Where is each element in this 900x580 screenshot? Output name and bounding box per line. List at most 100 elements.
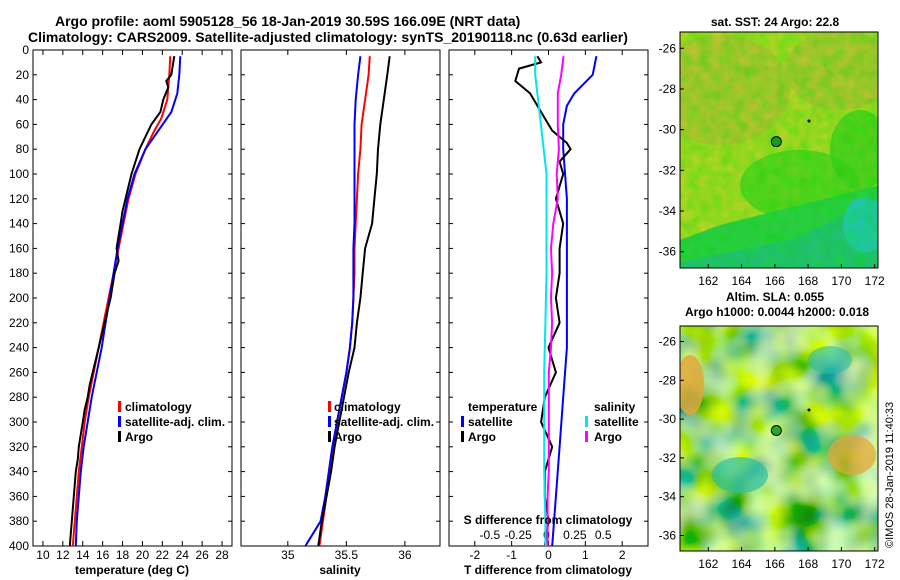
map-x-tick-label: 170 (831, 274, 851, 288)
difference-x-axis: -2 -1 0 1 2 (469, 50, 626, 562)
depth-tick-label: 220 (9, 316, 29, 330)
legend-title-salinity: salinity (594, 400, 636, 414)
s-tick-label: -0.5 (479, 528, 500, 542)
legend-swatch-t-satellite (461, 416, 464, 427)
s-tick-label: 0.25 (563, 528, 587, 542)
salinity-panel (240, 49, 441, 547)
map-y-tick-label: -30 (659, 412, 677, 426)
temperature-series (68, 56, 182, 547)
map-x-tick-label: 166 (765, 557, 785, 571)
depth-tick-label: 300 (9, 415, 29, 429)
depth-tick-label: 140 (9, 217, 29, 231)
depth-tick-label: 0 (22, 43, 29, 57)
sla-map-frame (679, 325, 879, 552)
x-tick-label: 35 (281, 548, 295, 562)
salinity-series (304, 56, 391, 547)
sla-map-subtitle: Argo h1000: 0.0044 h2000: 0.018 (685, 305, 869, 319)
map-x-tick-label: 170 (831, 557, 851, 571)
imos-watermark: ©IMOS 28-Jan-2019 11:40:33 (884, 402, 896, 548)
salinity-x-axis: 35 35.5 36 (281, 50, 412, 562)
legend-label-climatology: climatology (334, 400, 401, 414)
x-tick-label: 28 (215, 548, 229, 562)
legend-label-s-satellite: satellite (594, 415, 639, 429)
legend-swatch-climatology (118, 401, 121, 412)
depth-tick-label: 20 (16, 68, 30, 82)
depth-tick-label: 180 (9, 266, 29, 280)
x-tick-label: 12 (56, 548, 70, 562)
depth-tick-label: 40 (16, 93, 30, 107)
temperature-legend: climatology satellite-adj. clim. Argo (118, 400, 225, 444)
x-tick-label: 2 (619, 548, 626, 562)
sla-low (808, 346, 852, 374)
map-x-tick-label: 162 (698, 274, 718, 288)
x-tick-label: 1 (582, 548, 589, 562)
map-y-tick-label: -36 (659, 245, 677, 259)
x-tick-label: 18 (116, 548, 130, 562)
series-line-s-satellite (534, 56, 548, 546)
depth-tick-label: 60 (16, 117, 30, 131)
depth-tick-label: 240 (9, 341, 29, 355)
x-tick-label: 36 (398, 548, 412, 562)
x-tick-label: 10 (36, 548, 50, 562)
map-x-tick-label: 172 (865, 274, 885, 288)
legend-swatch-argo (328, 431, 331, 442)
x-tick-label: 16 (96, 548, 110, 562)
series-line-satellite-adj-clim- (304, 56, 362, 547)
depth-tick-label: 280 (9, 390, 29, 404)
map-y-tick-label: -26 (659, 41, 677, 55)
map-y-tick-label: -34 (659, 490, 677, 504)
map-x-tick-label: 164 (732, 557, 752, 571)
legend-swatch-satellite (328, 416, 331, 427)
temperature-panel (32, 49, 233, 547)
sla-map-axes: 162 164 166 168 170 172 -26 -28 -30 -32 -34 -36 (659, 335, 885, 571)
map-y-tick-label: -32 (659, 451, 677, 465)
series-line-argo (317, 56, 391, 547)
x-tick-label: 14 (76, 548, 90, 562)
temperature-x-axis: 10 12 14 16 18 20 22 24 26 28 (36, 50, 229, 562)
depth-tick-label: 200 (9, 291, 29, 305)
difference-s-axis: -0.5 -0.25 0 0.25 0.5 (479, 528, 611, 542)
legend-swatch-argo (118, 431, 121, 442)
legend-swatch-climatology (328, 401, 331, 412)
depth-tick-label: 120 (9, 192, 29, 206)
sla-high (828, 435, 876, 475)
sst-map-axes: 162 164 166 168 170 172 -26 -28 -30 -32 -34 -36 (659, 41, 885, 288)
sst-noise (680, 32, 878, 268)
sst-map (680, 32, 878, 268)
depth-tick-label: 340 (9, 465, 29, 479)
map-y-tick-label: -28 (659, 373, 677, 387)
x-tick-label: 24 (176, 548, 190, 562)
map-x-tick-label: 168 (798, 274, 818, 288)
legend-label-satellite: satellite-adj. clim. (334, 415, 434, 429)
map-y-tick-label: -32 (659, 163, 677, 177)
series-line-s-argo (546, 56, 565, 546)
s-tick-label: 0.5 (595, 528, 612, 542)
depth-tick-label: 320 (9, 440, 29, 454)
map-y-tick-label: -26 (659, 335, 677, 349)
legend-label-climatology: climatology (125, 400, 192, 414)
legend-swatch-s-argo (585, 431, 588, 442)
map-y-tick-label: -28 (659, 82, 677, 96)
depth-tick-label: 100 (9, 167, 29, 181)
s-difference-axis-label: S difference from climatology (464, 513, 633, 527)
s-tick-label: -0.25 (504, 528, 532, 542)
map-y-tick-label: -36 (659, 528, 677, 542)
temperature-axis-label: temperature (deg C) (75, 563, 189, 577)
depth-tick-label: 360 (9, 489, 29, 503)
sst-map-title: sat. SST: 24 Argo: 22.8 (711, 15, 840, 29)
figure-title-line1: Argo profile: aoml 5905128_56 18-Jan-201… (55, 13, 520, 29)
map-y-tick-label: -30 (659, 123, 677, 137)
series-line-t-satellite (551, 56, 598, 547)
x-tick-label: 22 (156, 548, 170, 562)
x-tick-label: 0 (545, 548, 552, 562)
legend-label-argo: Argo (334, 430, 362, 444)
sst-map-frame (679, 31, 879, 269)
legend-label-t-argo: Argo (468, 430, 496, 444)
depth-tick-label: 80 (16, 142, 30, 156)
map-x-tick-label: 172 (865, 557, 885, 571)
depth-tick-label: 160 (9, 241, 29, 255)
reference-point (807, 408, 811, 412)
legend-label-satellite: satellite-adj. clim. (125, 415, 225, 429)
legend-title-temperature: temperature (468, 400, 538, 414)
